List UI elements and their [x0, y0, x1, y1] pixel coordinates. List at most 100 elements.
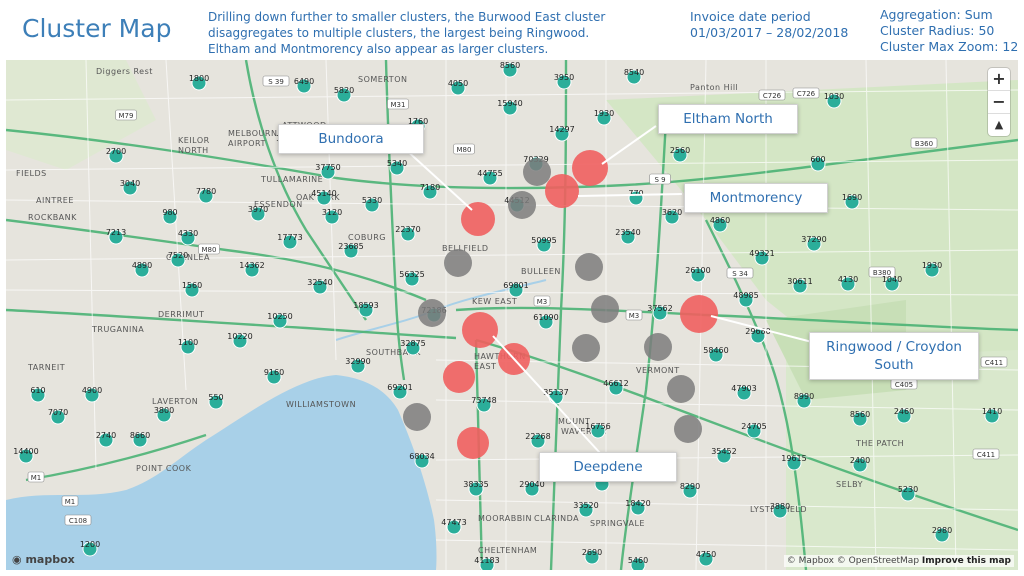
cluster-small[interactable]: 5330 — [362, 196, 382, 213]
cluster-small[interactable]: 3880 — [770, 502, 790, 519]
improve-map-link[interactable]: Improve this map — [921, 556, 1011, 566]
cluster-small[interactable]: 73748 — [471, 396, 497, 413]
cluster-small[interactable]: 3970 — [248, 205, 268, 222]
cluster-small[interactable]: 23685 — [338, 242, 364, 259]
cluster-small[interactable]: 9160 — [264, 368, 284, 385]
cluster-medium[interactable] — [508, 191, 536, 219]
cluster-small[interactable]: 2980 — [932, 526, 952, 543]
cluster-medium[interactable] — [591, 295, 619, 323]
cluster-small[interactable]: 8540 — [624, 68, 644, 85]
cluster-small[interactable]: 1040 — [882, 275, 902, 292]
cluster-small[interactable]: 3800 — [154, 406, 174, 423]
cluster-small[interactable]: 24705 — [741, 422, 767, 439]
cluster-medium[interactable] — [674, 415, 702, 443]
cluster-small[interactable]: 15940 — [497, 99, 523, 116]
cluster-small[interactable]: 46612 — [603, 379, 629, 396]
cluster-small[interactable]: 26100 — [685, 266, 711, 283]
cluster-small[interactable]: 69201 — [387, 383, 413, 400]
zoom-out-button[interactable]: − — [988, 91, 1010, 114]
cluster-small[interactable]: 2400 — [850, 456, 870, 473]
cluster-small[interactable]: 5820 — [334, 86, 354, 103]
cluster-small[interactable]: 19615 — [781, 454, 807, 471]
cluster-small[interactable]: 14400 — [13, 447, 39, 464]
cluster-small[interactable]: 17773 — [277, 233, 303, 250]
cluster-small[interactable]: 4130 — [838, 275, 858, 292]
cluster-small[interactable]: 22370 — [395, 225, 421, 242]
cluster-small[interactable]: 8560 — [850, 410, 870, 427]
cluster-small[interactable]: 16756 — [585, 422, 611, 439]
cluster-small[interactable]: 770 — [628, 189, 644, 206]
cluster-small[interactable]: 56325 — [399, 270, 425, 287]
cluster-small[interactable]: 4900 — [82, 386, 102, 403]
attribution-mapbox[interactable]: © Mapbox — [786, 556, 834, 566]
cluster-large[interactable] — [545, 174, 579, 208]
cluster-small[interactable]: 68034 — [409, 452, 435, 469]
cluster-small[interactable]: 22268 — [525, 432, 551, 449]
cluster-small[interactable]: 8560 — [500, 61, 520, 78]
cluster-medium[interactable] — [572, 334, 600, 362]
cluster-small[interactable]: 18420 — [625, 499, 651, 516]
cluster-small[interactable]: 69801 — [503, 281, 529, 298]
cluster-small[interactable]: 1030 — [824, 92, 844, 109]
cluster-small[interactable]: 980 — [162, 208, 178, 225]
cluster-small[interactable]: 1690 — [842, 193, 862, 210]
cluster-small[interactable]: 1930 — [594, 109, 614, 126]
cluster-small[interactable]: 3120 — [322, 208, 342, 225]
cluster-small[interactable]: 8990 — [794, 392, 814, 409]
cluster-medium[interactable] — [644, 333, 672, 361]
cluster-small[interactable]: 6490 — [294, 77, 314, 94]
cluster-small[interactable]: 38335 — [463, 480, 489, 497]
cluster-small[interactable]: 23540 — [615, 228, 641, 245]
cluster-small[interactable]: 2560 — [670, 146, 690, 163]
cluster-small[interactable]: 41183 — [474, 556, 500, 570]
cluster-medium[interactable] — [667, 375, 695, 403]
cluster-small[interactable]: 50995 — [531, 236, 557, 253]
cluster-medium[interactable] — [523, 158, 551, 186]
cluster-small[interactable]: 8290 — [680, 482, 700, 499]
cluster-small[interactable]: 35452 — [711, 447, 737, 464]
cluster-small[interactable]: 2460 — [894, 407, 914, 424]
cluster-small[interactable]: 5460 — [628, 556, 648, 570]
cluster-small[interactable]: 550 — [208, 393, 224, 410]
cluster-small[interactable]: 7780 — [196, 187, 216, 204]
cluster-small[interactable]: 45140 — [311, 189, 337, 206]
cluster-small[interactable]: 30611 — [787, 277, 813, 294]
cluster-small[interactable]: 2740 — [96, 431, 116, 448]
map-svg[interactable]: S 39 M31 M79 C726 C726 M80 S 9 M80 S 34 B380 M3 M3 C… — [6, 60, 1018, 570]
cluster-small[interactable]: 48985 — [733, 291, 759, 308]
cluster-small[interactable]: 3620 — [662, 208, 682, 225]
cluster-small[interactable]: 32875 — [400, 339, 426, 356]
cluster-small[interactable]: 5340 — [387, 159, 407, 176]
cluster-small[interactable]: 32990 — [345, 357, 371, 374]
cluster-large[interactable] — [572, 150, 608, 186]
cluster-large[interactable] — [457, 427, 489, 459]
cluster-small[interactable]: 3040 — [120, 179, 140, 196]
cluster-small[interactable]: 1800 — [189, 74, 209, 91]
cluster-small[interactable]: 14362 — [239, 261, 265, 278]
cluster-small[interactable]: 18593 — [353, 301, 379, 318]
cluster-small[interactable]: 7070 — [48, 408, 68, 425]
cluster-small[interactable]: 2690 — [582, 548, 602, 565]
cluster-small[interactable]: 4890 — [132, 261, 152, 278]
cluster-small[interactable]: 1930 — [922, 261, 942, 278]
cluster-small[interactable]: 4330 — [178, 229, 198, 246]
cluster-small[interactable]: 5230 — [898, 485, 918, 502]
cluster-large[interactable] — [443, 361, 475, 393]
cluster-small[interactable]: 1100 — [178, 338, 198, 355]
cluster-small[interactable]: 4750 — [696, 550, 716, 567]
cluster-small[interactable]: 7520 — [168, 251, 188, 268]
cluster-small[interactable]: 1410 — [982, 407, 1002, 424]
cluster-small[interactable]: 610 — [30, 386, 46, 403]
cluster-small[interactable]: 4860 — [710, 216, 730, 233]
cluster-small[interactable]: 58460 — [703, 346, 729, 363]
cluster-small[interactable]: 47473 — [441, 518, 467, 535]
cluster-small[interactable]: 1560 — [182, 281, 202, 298]
compass-icon[interactable]: ▲ — [994, 118, 1004, 131]
cluster-small[interactable]: 7180 — [420, 183, 440, 200]
cluster-small[interactable]: 1200 — [80, 540, 100, 557]
cluster-small[interactable]: 600 — [810, 155, 826, 172]
cluster-small[interactable]: 47903 — [731, 384, 757, 401]
cluster-small[interactable]: 3950 — [554, 73, 574, 90]
cluster-medium[interactable] — [444, 249, 472, 277]
attribution-osm[interactable]: © OpenStreetMap — [836, 556, 920, 566]
